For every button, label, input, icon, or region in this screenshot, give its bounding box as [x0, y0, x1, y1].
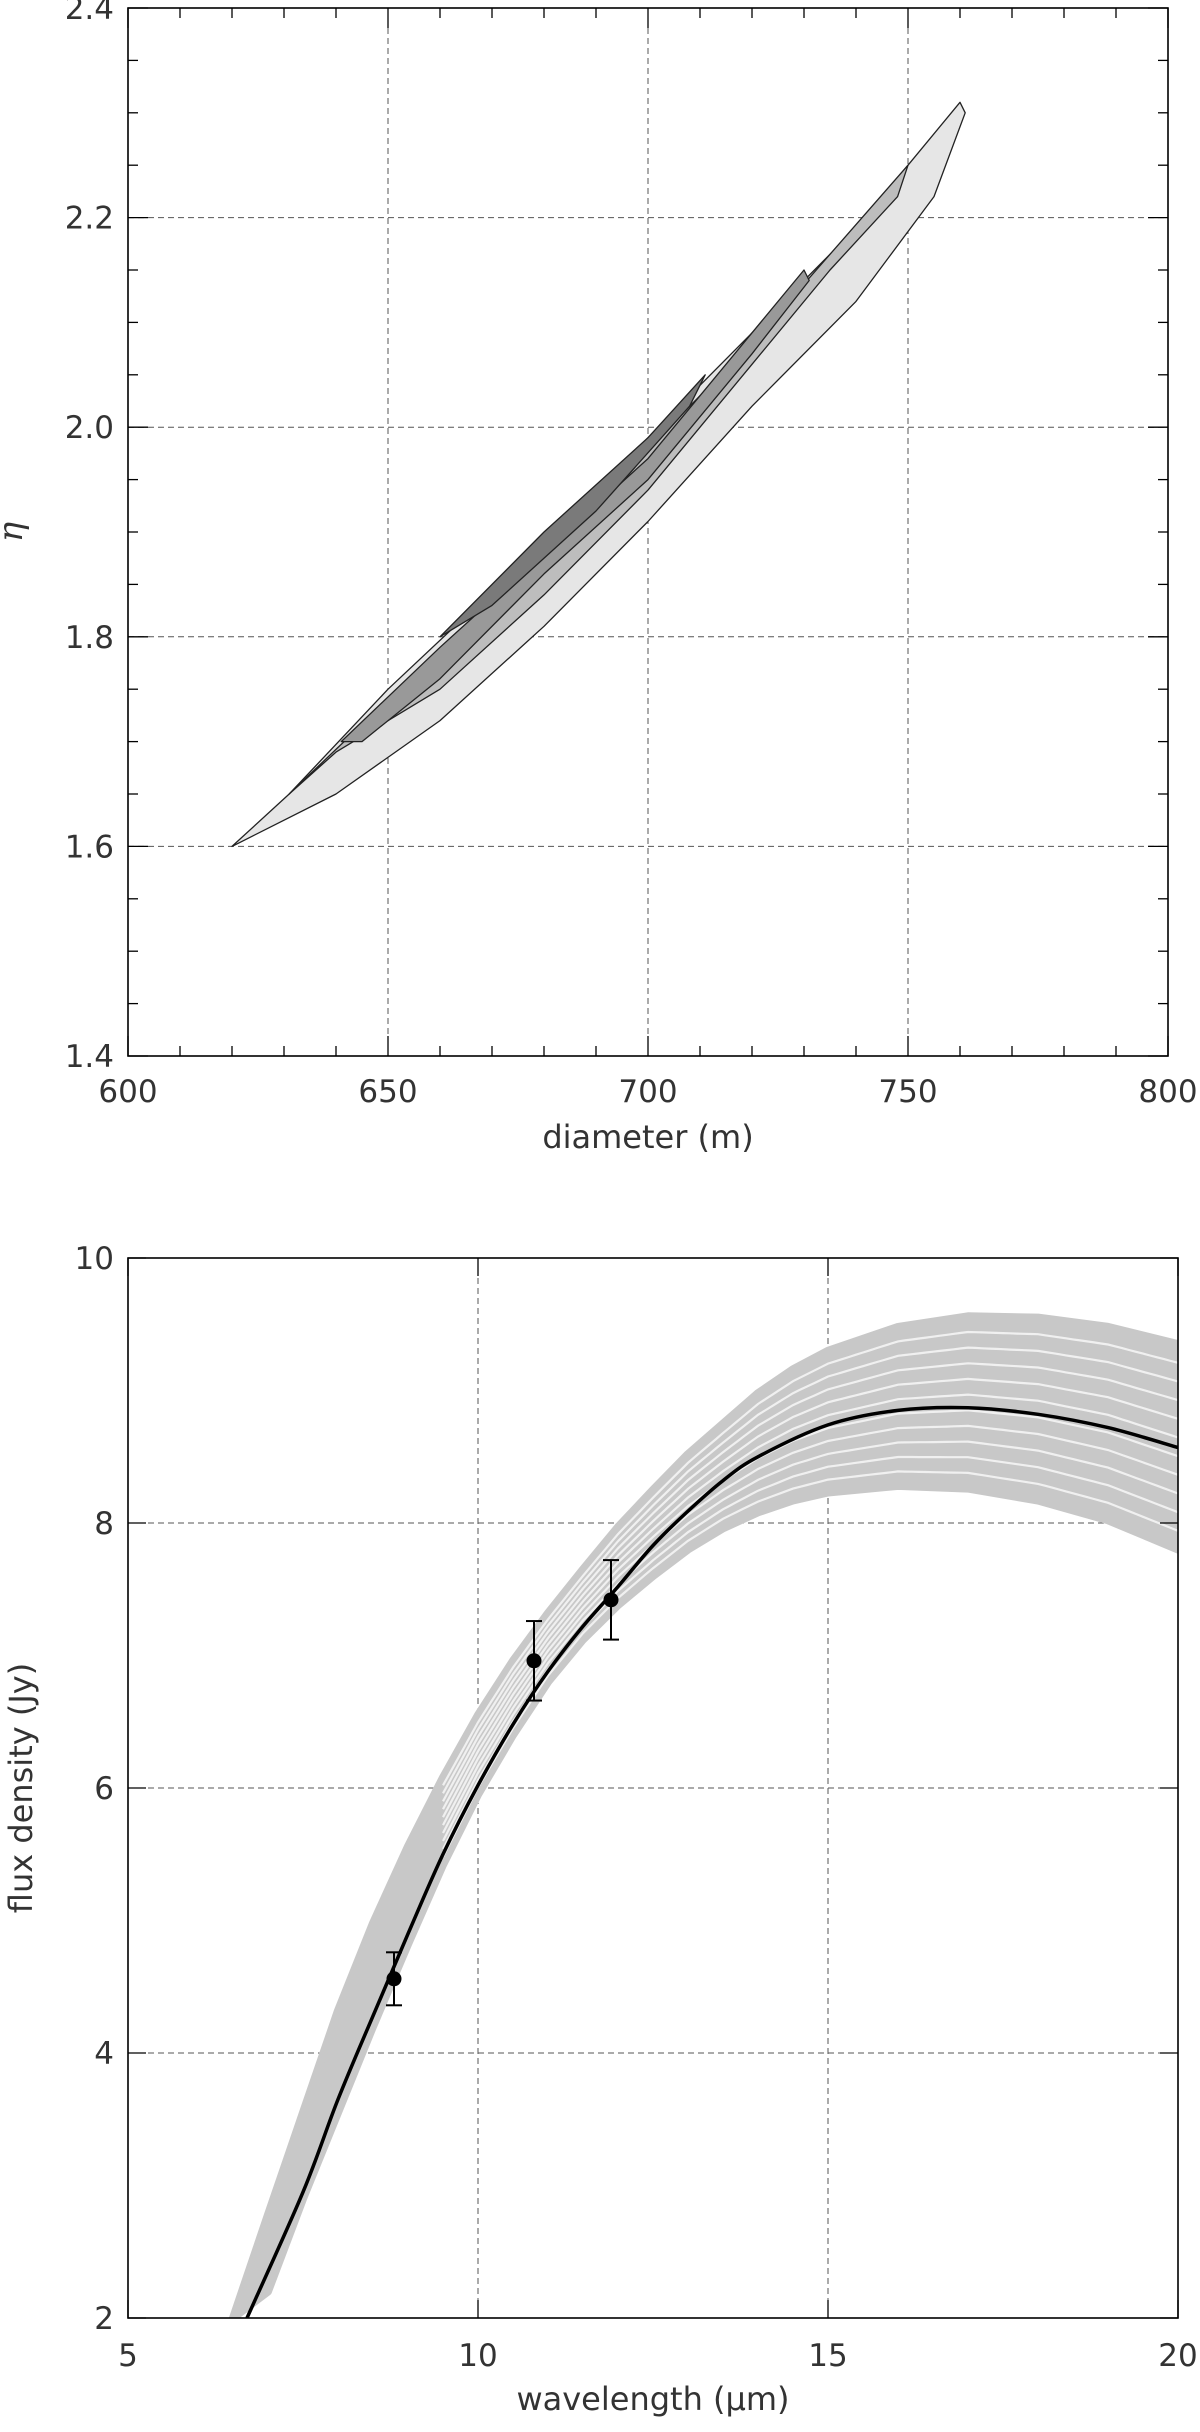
contour-y-tick-label: 1.4 — [65, 1039, 114, 1075]
contour-y-tick-label: 1.6 — [65, 829, 114, 865]
spectrum-x-tick-labels: 5 10 15 20 — [118, 2338, 1198, 2374]
contour-plot-frame — [127, 7, 1169, 1057]
model-curve-separator — [442, 1377, 1178, 1810]
measurement-point — [526, 1620, 542, 1702]
spectrum-x-tick-label: 20 — [1158, 2338, 1197, 2374]
spectrum-y-tick-label: 2 — [94, 2301, 114, 2337]
spectrum-x-tick-label: 5 — [118, 2338, 138, 2374]
model-ensemble-lines — [442, 1330, 1178, 1858]
spectrum-plot-frame — [127, 1257, 1179, 2319]
measurement-marker — [526, 1653, 542, 1669]
spectrum-y-tick-label: 10 — [75, 1241, 114, 1277]
model-curve-separator — [442, 1440, 1178, 1842]
model-curve-separator — [442, 1346, 1178, 1794]
contour-x-axis-label: diameter (m) — [542, 1118, 753, 1156]
spectrum-y-tick-label: 8 — [94, 1506, 114, 1542]
contour-panel: 600 650 700 750 800 1.4 1.6 1.8 2.0 2.2 2.4 diame… — [0, 0, 1198, 1156]
spectrum-panel: 5 10 15 20 2 4 6 8 10 wavelength (μm) flux dens… — [2, 1241, 1198, 2418]
spectrum-y-tick-label: 4 — [94, 2036, 114, 2072]
spectrum-y-tick-labels: 2 4 6 8 10 — [75, 1241, 114, 2337]
spectrum-x-tick-label: 15 — [808, 2338, 847, 2374]
measurement-marker — [386, 1971, 402, 1987]
model-ensemble-band — [229, 1312, 1178, 2318]
contour-y-tick-label: 2.4 — [65, 0, 114, 27]
measurement-point — [386, 1951, 402, 2007]
contour-x-tick-labels: 600 650 700 750 800 — [98, 1074, 1197, 1110]
model-curve-separator — [442, 1393, 1178, 1818]
spectrum-x-axis-label: wavelength (μm) — [516, 2380, 789, 2418]
spectrum-y-axis-label: flux density (Jy) — [2, 1663, 40, 1913]
contour-y-tick-label: 1.8 — [65, 620, 114, 656]
contour-x-tick-label: 600 — [98, 1074, 157, 1110]
model-curve-separator — [442, 1409, 1178, 1826]
contour-y-tick-labels: 1.4 1.6 1.8 2.0 2.2 2.4 — [65, 0, 114, 1075]
model-curve-separator — [442, 1424, 1178, 1834]
contour-regions — [231, 101, 966, 848]
contour-x-tick-label: 650 — [358, 1074, 417, 1110]
contour-x-tick-label: 700 — [618, 1074, 677, 1110]
contour-y-tick-label: 2.2 — [65, 201, 114, 237]
contour-y-axis-label: η — [0, 521, 31, 542]
spectrum-y-tick-label: 6 — [94, 1771, 114, 1807]
contour-core — [439, 374, 706, 638]
model-curve-separator — [442, 1330, 1178, 1786]
measurement-points — [386, 1559, 619, 2007]
measurement-marker — [603, 1592, 619, 1608]
model-curve-separator — [442, 1362, 1178, 1802]
measurement-point — [603, 1559, 619, 1641]
contour-x-tick-label: 800 — [1138, 1074, 1197, 1110]
model-curve-separator — [442, 1470, 1178, 1858]
contour-y-tick-label: 2.0 — [65, 410, 114, 446]
contour-x-tick-label: 750 — [878, 1074, 937, 1110]
spectrum-x-tick-label: 10 — [458, 2338, 497, 2374]
